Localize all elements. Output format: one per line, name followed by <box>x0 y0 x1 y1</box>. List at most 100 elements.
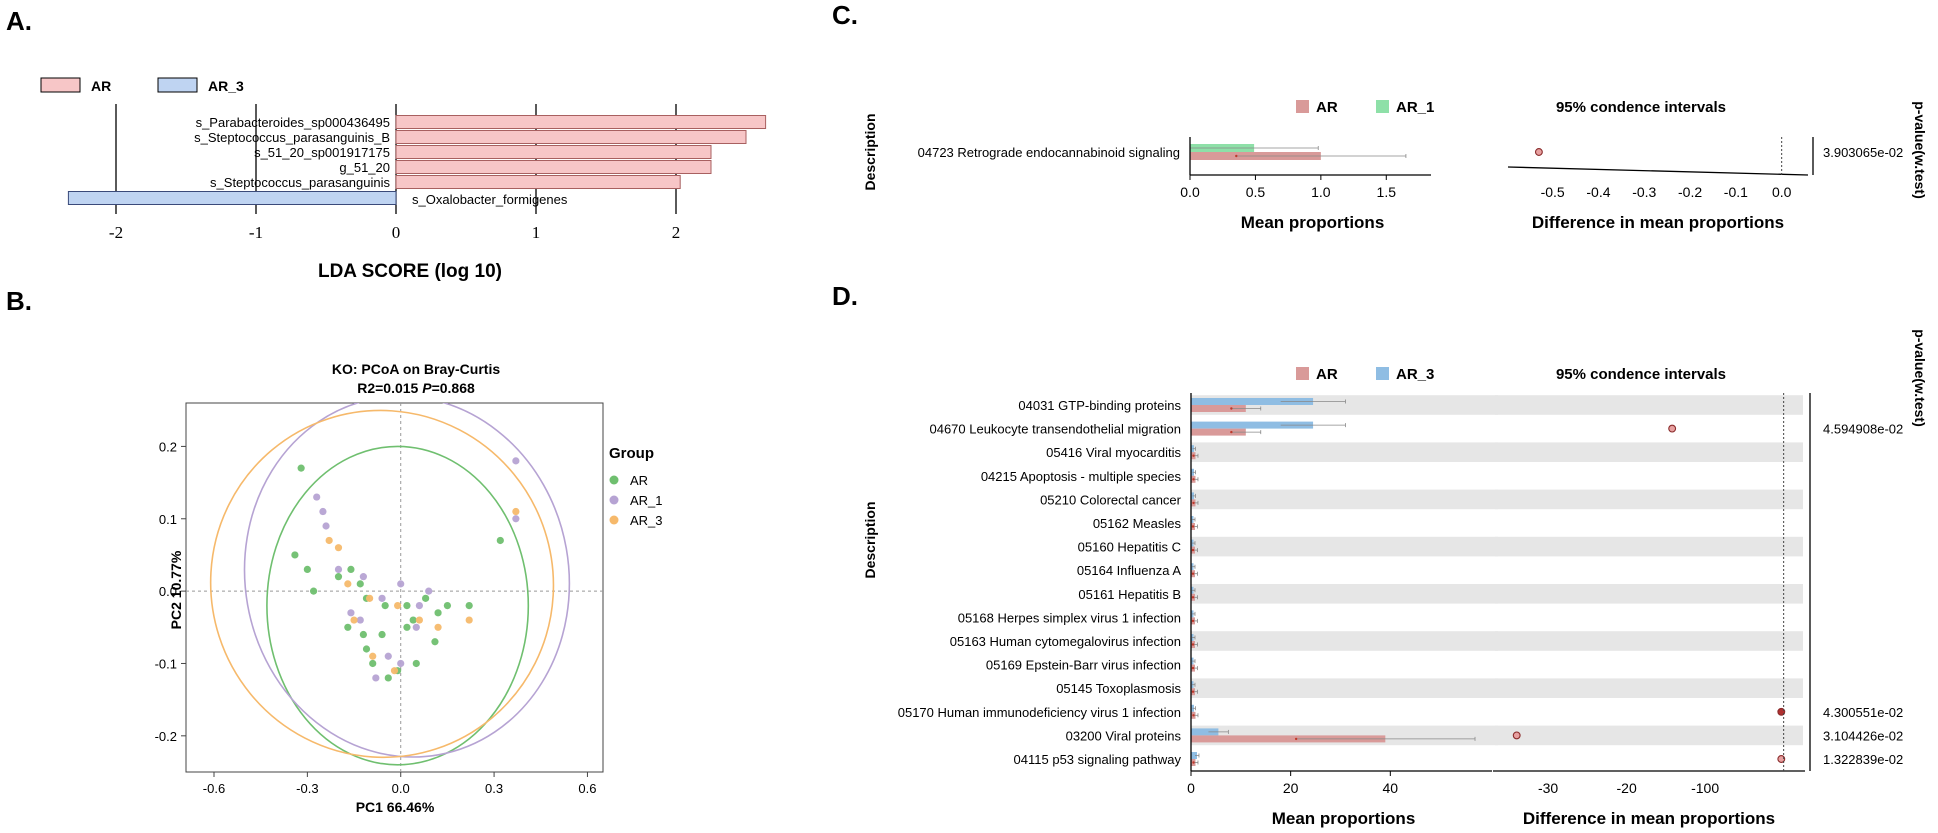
pcoa-xtick-label-4: 0.6 <box>578 781 596 796</box>
pcoa-point-ar3-3 <box>366 594 374 602</box>
pcoa-point-ar-13 <box>443 601 452 610</box>
pcoa-point-ar1-1 <box>319 507 327 516</box>
pcoa-point-ar-24 <box>359 630 367 639</box>
pcoa-point-ar1-8 <box>378 594 386 602</box>
pc-mean-tick-label-2: 1.0 <box>1311 184 1331 200</box>
pd-stripe-diff-14 <box>1495 725 1803 746</box>
pd-errdot-8 <box>1191 596 1195 599</box>
pd-row-label-8: 05161 Hepatitis B <box>1078 587 1181 602</box>
pc-diff-tick-label-4: -0.1 <box>1724 184 1748 200</box>
pc-diff-tick-label-3: -0.2 <box>1678 184 1702 200</box>
pd-row-label-11: 05169 Epstein-Barr virus infection <box>986 658 1181 673</box>
lda-xtick-label-2: 0 <box>392 223 401 242</box>
pc-diff-axis <box>1507 166 1809 176</box>
lda-xlabel: LDA SCORE (log 10) <box>318 261 502 282</box>
pcoa-ytick-label-1: 0.1 <box>159 512 177 527</box>
pd-legend-label-1: AR_3 <box>1396 366 1434 383</box>
pcoa-p-value: =0.868 <box>432 380 475 396</box>
pd-diff-dot-1 <box>1668 424 1677 433</box>
pd-row-label-9: 05168 Herpes simplex virus 1 infection <box>958 610 1181 625</box>
pd-errdot-11 <box>1191 666 1195 670</box>
pd-errdot-15 <box>1192 761 1195 764</box>
pd-diff-tick-label-2: -100 <box>1691 780 1719 796</box>
pd-stripe-diff-2 <box>1495 442 1803 462</box>
pc-pvalue-label: p-value(w.test) <box>1912 101 1928 199</box>
pcoa-ylabel: PC2 10.77% <box>168 550 184 629</box>
pd-mean-tick-label-2: 40 <box>1383 780 1399 796</box>
pcoa-point-ar-1 <box>291 551 299 559</box>
pcoa-point-ar3-7 <box>369 652 377 660</box>
pcoa-point-ar1-2 <box>322 522 330 530</box>
pcoa-point-ar1-7 <box>425 587 433 595</box>
pc-pvalue-0: 3.903065e-02 <box>1823 145 1903 160</box>
pcoa-legend-title: Group <box>609 445 654 462</box>
pd-errdot-12 <box>1191 690 1195 693</box>
pc-ylabel: Description <box>862 113 878 190</box>
pcoa-legend-label-ar: AR <box>630 473 648 488</box>
pcoa-legend-label-ar1: AR_1 <box>630 493 663 508</box>
lda-xtick-label-3: 1 <box>532 223 541 242</box>
pd-diff-dot-15 <box>1777 755 1786 763</box>
pd-row-label-15: 04115 p53 signaling pathway <box>1014 752 1182 767</box>
legend-swatch-ar3 <box>157 77 198 93</box>
pd-row-label-4: 05210 Colorectal cancer <box>1040 492 1182 507</box>
panel-label-b: B. <box>6 286 32 316</box>
pcoa-xtick-label-3: 0.3 <box>485 781 503 796</box>
pcoa-point-ar1-15 <box>347 609 355 617</box>
pcoa-point-ar-7 <box>362 645 371 653</box>
pd-errdot-9 <box>1191 619 1195 623</box>
pcoa-point-ar3-11 <box>465 616 473 624</box>
lda-xtick-label-1: -1 <box>249 223 263 242</box>
pc-diff-tick-label-1: -0.4 <box>1586 184 1610 200</box>
pcoa-point-ar3-9 <box>350 616 358 624</box>
pcoa-point-ar-11 <box>403 601 411 610</box>
pd-stripe-diff-8 <box>1495 584 1803 604</box>
pd-stripe-diff-6 <box>1495 536 1803 557</box>
pd-mean-tick-label-0: 0 <box>1187 780 1195 796</box>
pd-row-label-14: 03200 Viral proteins <box>1066 728 1182 743</box>
pcoa-legend-label-ar3: AR_3 <box>630 513 663 528</box>
lda-bar-label-0: s_Parabacteroides_sp000436495 <box>196 115 390 130</box>
pd-stripe-mean-12 <box>1191 678 1498 698</box>
pd-stripe-mean-2 <box>1191 442 1498 462</box>
pcoa-point-ar3-1 <box>334 544 343 552</box>
pcoa-point-ar3-10 <box>512 507 520 516</box>
pcoa-point-ar-12 <box>434 609 442 617</box>
pcoa-plot-area <box>209 403 571 766</box>
pd-errdot-5 <box>1191 525 1195 528</box>
pcoa-point-ar-0 <box>297 464 305 472</box>
pcoa-point-ar3-6 <box>434 623 442 631</box>
pc-row-label-0: 04723 Retrograde endocannabinoid signali… <box>918 145 1180 160</box>
lda-bar-5 <box>67 191 397 205</box>
lda-bar-2 <box>395 145 712 159</box>
pcoa-point-ar-4 <box>334 573 343 581</box>
pd-row-label-13: 05170 Human immunodeficiency virus 1 inf… <box>898 705 1181 720</box>
pcoa-ellipse-ar <box>266 445 530 766</box>
pd-diff-dot-14 <box>1512 731 1521 740</box>
pd-row-label-2: 05416 Viral myocarditis <box>1046 445 1181 460</box>
pc-diff-tick-label-5: 0.0 <box>1772 184 1792 200</box>
pcoa-point-ar1-13 <box>512 457 520 465</box>
pd-errdot-7 <box>1191 572 1195 575</box>
pcoa-point-ar1-12 <box>372 674 380 682</box>
pcoa-ellipse-ar3 <box>209 409 555 759</box>
pcoa-point-ar-17 <box>378 630 386 639</box>
pd-errdot-0 <box>1230 407 1233 410</box>
pcoa-ytick-label-3: -0.1 <box>155 656 177 671</box>
lda-xtick-label-0: -2 <box>109 223 123 242</box>
pd-row-label-5: 05162 Measles <box>1093 516 1182 531</box>
pc-legend-label-0: AR <box>1316 99 1338 116</box>
pcoa-point-ar1-5 <box>397 580 405 588</box>
pcoa-point-ar1-9 <box>356 616 364 624</box>
pcoa-point-ar1-16 <box>412 623 420 631</box>
lda-bar-3 <box>395 160 712 174</box>
lda-bar-label-5: s_Oxalobacter_formigenes <box>412 192 568 207</box>
pc-diff-dot-0 <box>1534 148 1543 156</box>
lda-xtick-label-4: 2 <box>672 223 681 242</box>
pc-legend-swatch-0 <box>1296 100 1309 113</box>
lda-bar-label-4: s_Steptococcus_parasanguinis <box>210 175 390 190</box>
pd-errdot-1 <box>1230 430 1233 434</box>
pcoa-point-ar3-5 <box>415 616 423 624</box>
pcoa-point-ar-19 <box>369 659 377 668</box>
pcoa-point-ar1-11 <box>397 659 405 668</box>
